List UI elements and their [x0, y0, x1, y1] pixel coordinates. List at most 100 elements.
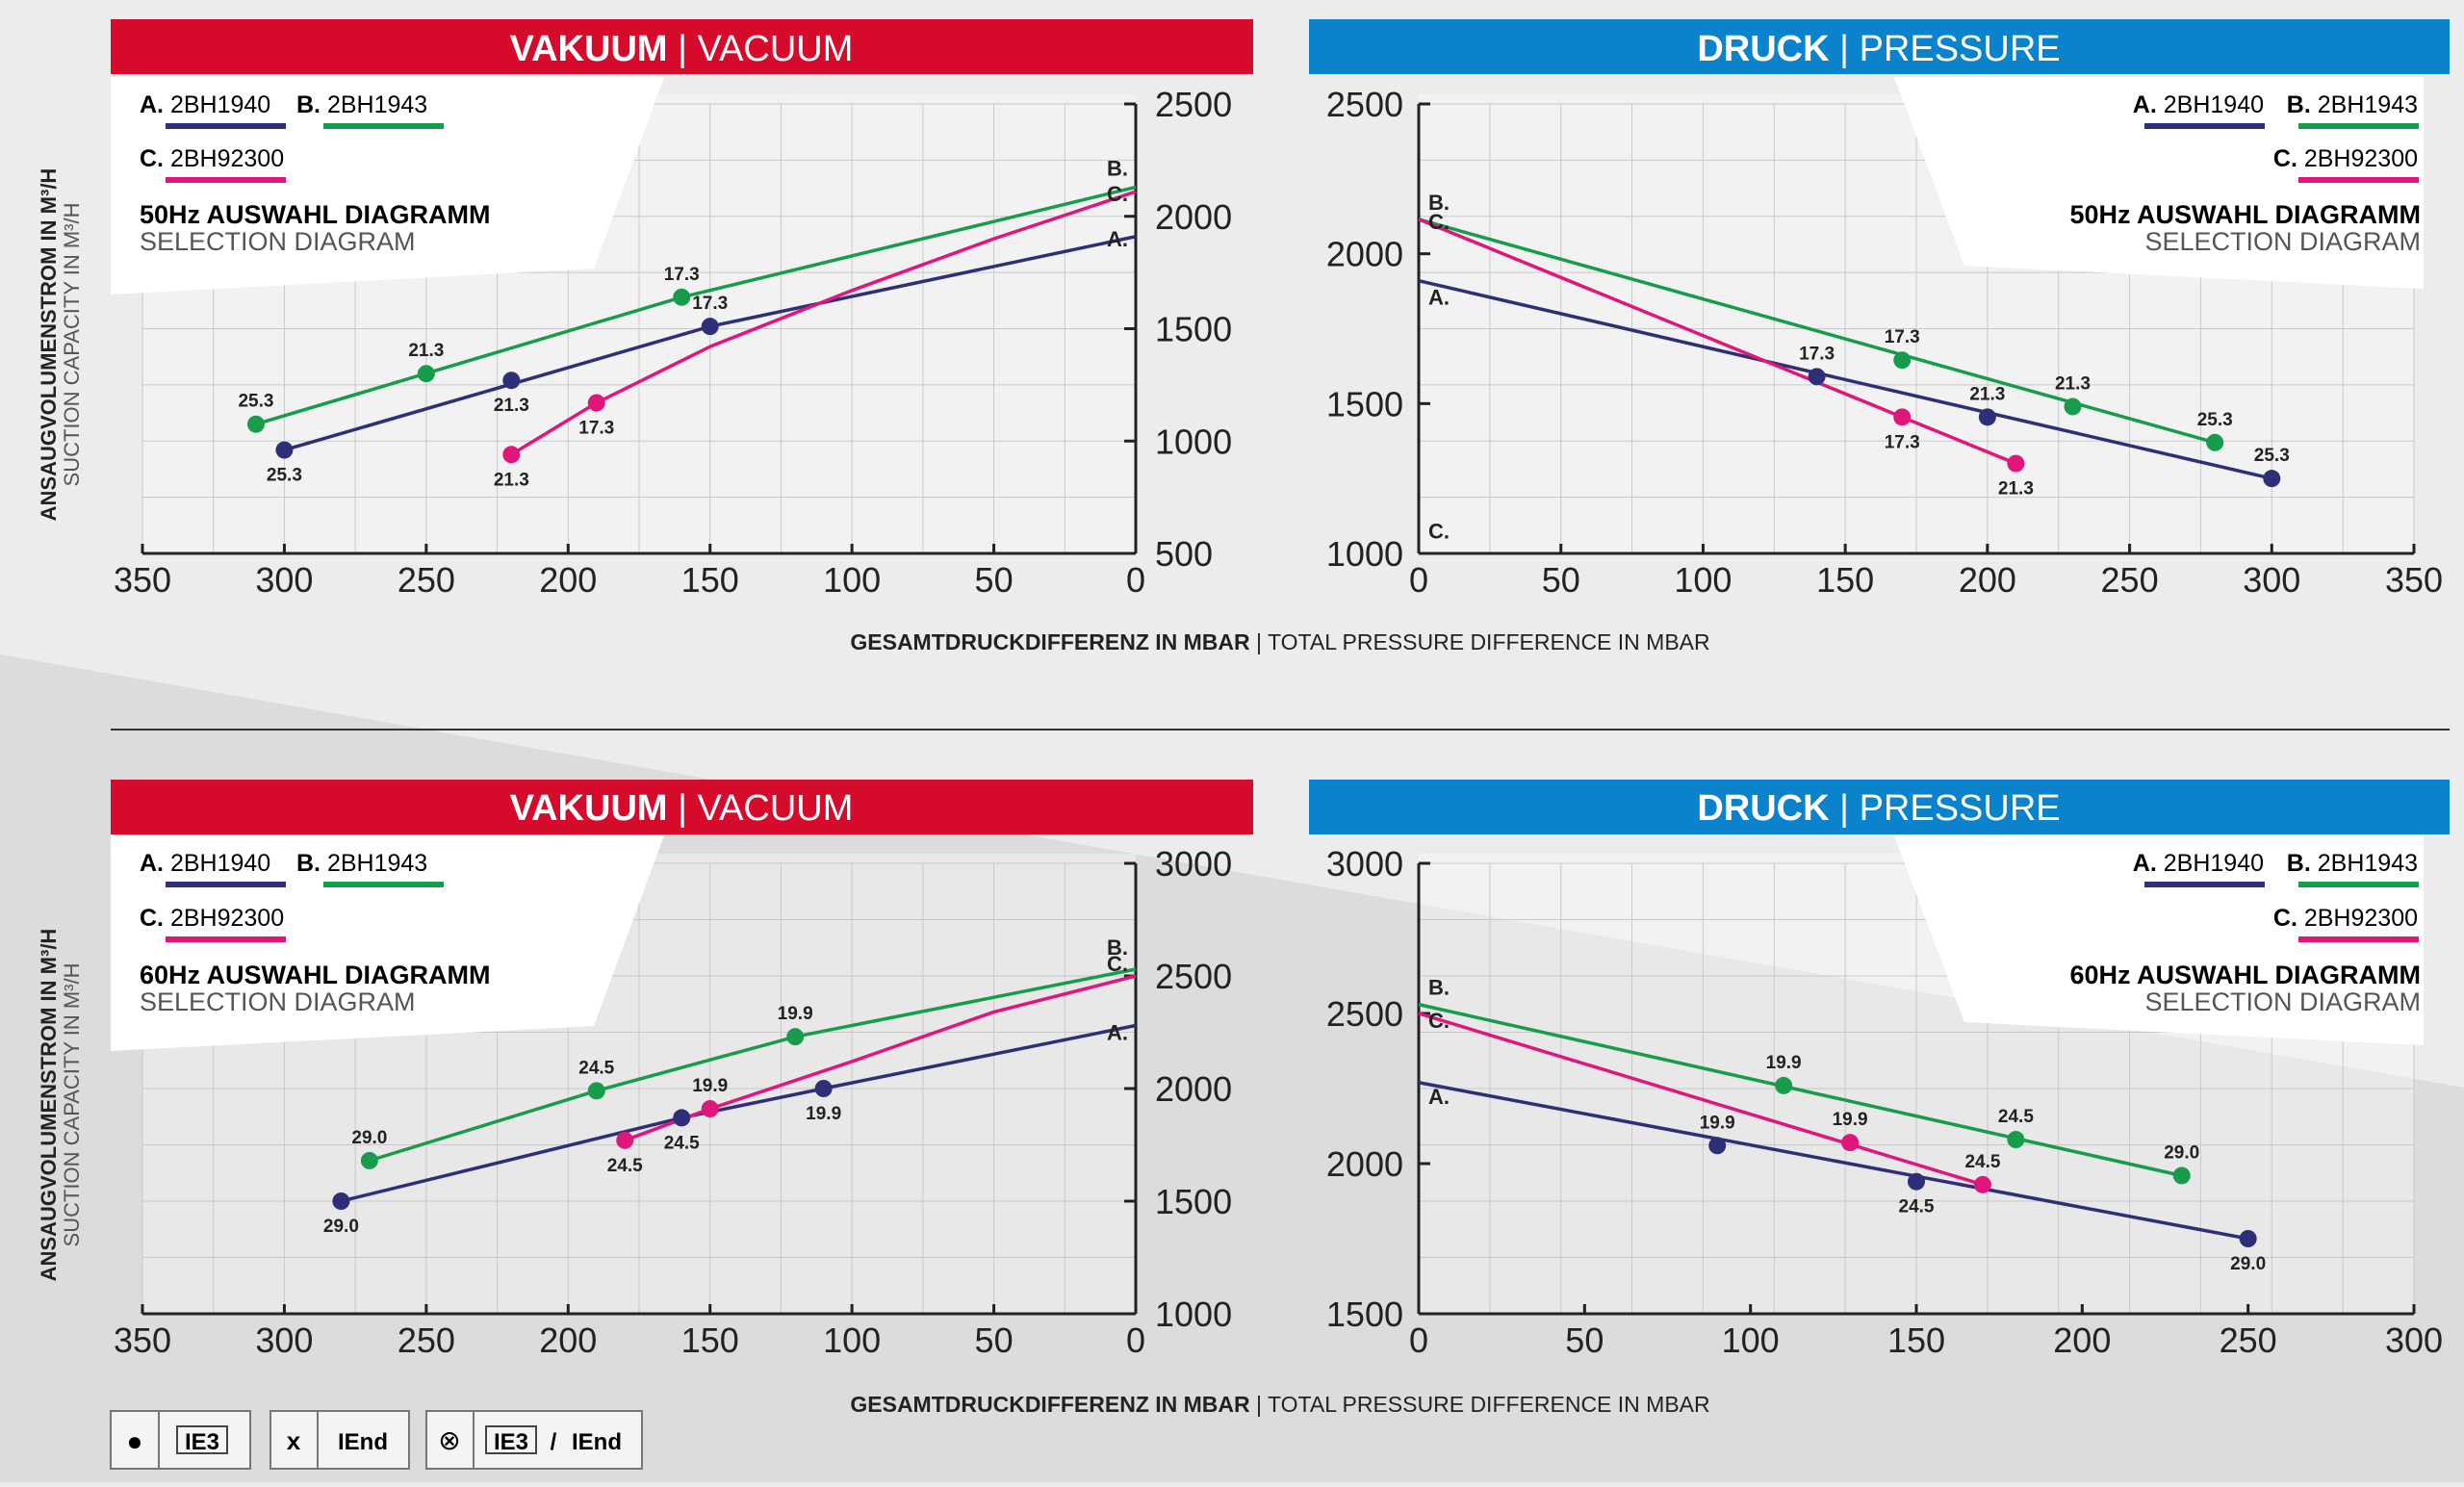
- x-axis-label-bottom: GESAMTDRUCKDIFFERENZ IN MBAR | TOTAL PRE…: [850, 1392, 1709, 1417]
- data-point-c: [1893, 408, 1912, 426]
- data-label: 19.9: [778, 1004, 813, 1024]
- legend-swatch-c: [2298, 936, 2419, 942]
- x-tick-label: 300: [255, 560, 313, 600]
- x-tick-label: 250: [398, 1320, 455, 1360]
- data-point-a: [673, 1109, 691, 1127]
- y-tick-label: 2000: [1155, 197, 1232, 237]
- x-tick-label: 200: [539, 1320, 597, 1360]
- legend-swatch-b: [323, 882, 444, 887]
- data-label: 19.9: [806, 1104, 841, 1124]
- data-point-a: [701, 318, 719, 336]
- series-line-a: [340, 1023, 1137, 1203]
- pressure-header-60: DRUCK | PRESSURE: [1697, 788, 2060, 829]
- data-point-c: [587, 394, 605, 412]
- svg-text:A. 2BH1940: A. 2BH1940: [140, 91, 270, 118]
- data-label: 29.0: [2164, 1142, 2199, 1163]
- data-label: 29.0: [351, 1128, 387, 1148]
- x-tick-label: 300: [2243, 560, 2300, 600]
- x-axis-label-top: GESAMTDRUCKDIFFERENZ IN MBAR | TOTAL PRE…: [850, 629, 1709, 654]
- data-label: 24.5: [578, 1058, 614, 1078]
- x-tick-label: 200: [2053, 1320, 2111, 1360]
- data-point-b: [587, 1082, 605, 1100]
- x-tick-label: 250: [2220, 1320, 2277, 1360]
- svg-text:C. 2BH92300: C. 2BH92300: [140, 905, 284, 932]
- x-tick-label: 100: [1722, 1320, 1780, 1360]
- diagram-subtitle: SELECTION DIAGRAM: [140, 227, 416, 256]
- data-point-b: [673, 288, 691, 306]
- x-tick-label: 200: [539, 560, 597, 600]
- ie3-iend-legend-box: [425, 1410, 643, 1470]
- data-point-b: [1893, 351, 1912, 370]
- data-point-a: [2263, 470, 2281, 488]
- series-line-c: [510, 190, 1137, 456]
- data-label: 17.3: [578, 419, 614, 439]
- diagram-subtitle: SELECTION DIAGRAM: [2144, 227, 2421, 256]
- diagram-title: 50Hz AUSWAHL DIAGRAMM: [2069, 200, 2421, 229]
- legend-box-vacuum-60: [111, 835, 664, 1051]
- y-tick-label: 1500: [1155, 310, 1232, 349]
- series-line-b: [1418, 218, 2216, 445]
- legend-pressure-50: A. 2BH1940 B. 2BH1943 C. 2BH92300 50Hz A…: [2069, 91, 2421, 256]
- vacuum-header-bar-60: [111, 780, 1253, 834]
- data-label: 25.3: [238, 392, 273, 412]
- x-tick-label: 0: [1409, 560, 1428, 600]
- data-label: 21.3: [1969, 384, 2005, 404]
- curve-end-label-a: A.: [1428, 286, 1450, 310]
- data-label: 29.0: [323, 1217, 359, 1237]
- y-tick-label: 2000: [1155, 1069, 1232, 1109]
- legend-box-vacuum-50: [111, 77, 664, 295]
- data-label: 19.9: [692, 1076, 728, 1096]
- ie3-iend-symbol: ⊗: [438, 1425, 460, 1455]
- ie3-iend-separator: /: [551, 1429, 557, 1455]
- x-tick-label: 300: [2385, 1320, 2443, 1360]
- chart-pressure-60hz: 0 50 100 150 200 250 300 1500 2000 2500 3000 19.9 24…: [1326, 844, 2443, 1360]
- svg-text:ANSAUGVOLUMENSTROM IN M³/H: ANSAUGVOLUMENSTROM IN M³/H: [37, 929, 61, 1282]
- series-line-b: [1418, 1002, 2183, 1178]
- x-tick-label: 50: [1565, 1320, 1604, 1360]
- data-point-a: [332, 1192, 350, 1210]
- data-label: 19.9: [1766, 1053, 1802, 1073]
- y-tick-label: 1000: [1155, 1295, 1232, 1334]
- data-label: 21.3: [408, 341, 444, 361]
- x-tick-label: 100: [823, 1320, 881, 1360]
- x-tick-label: 0: [1409, 1320, 1428, 1360]
- x-tick-label: 150: [1816, 560, 1874, 600]
- chart-vacuum-60hz: 350 300 250 200 150 100 50 01000150020002500300…: [114, 844, 1232, 1360]
- curve-end-label-a: A.: [1107, 1020, 1128, 1044]
- svg-text:A. 2BH1940: A. 2BH1940: [2133, 850, 2264, 877]
- data-label: 25.3: [267, 466, 302, 486]
- data-point-b: [360, 1151, 378, 1169]
- data-label: 25.3: [2197, 410, 2233, 430]
- data-label: 17.3: [1799, 344, 1835, 364]
- data-point-b: [1775, 1076, 1793, 1094]
- data-label: 17.3: [664, 265, 700, 285]
- legend-swatch-c: [2298, 177, 2419, 183]
- pressure-header-50: DRUCK | PRESSURE: [1697, 29, 2060, 69]
- data-point-a: [275, 441, 294, 459]
- x-tick-label: 350: [2385, 560, 2443, 600]
- svg-text:B. 2BH1943: B. 2BH1943: [2287, 91, 2418, 118]
- svg-text:ANSAUGVOLUMENSTROM IN M³/H: ANSAUGVOLUMENSTROM IN M³/H: [37, 168, 61, 522]
- data-label: 21.3: [494, 470, 529, 490]
- x-tick-label: 200: [1959, 560, 2016, 600]
- data-point-c: [1841, 1134, 1860, 1152]
- y-tick-label: 2000: [1326, 1144, 1403, 1184]
- x-tick-label: 300: [255, 1320, 313, 1360]
- data-label: 17.3: [692, 294, 728, 314]
- data-point-c: [2007, 454, 2025, 473]
- y-tick-label: 1000: [1155, 422, 1232, 461]
- data-point-b: [2064, 397, 2082, 416]
- x-tick-label: 250: [398, 560, 455, 600]
- data-point-a: [1708, 1137, 1727, 1155]
- legend-box-pressure-50: [1894, 77, 2424, 289]
- pressure-header-bar-50: [1309, 19, 2450, 74]
- y-tick-label: 3000: [1155, 844, 1232, 884]
- curve-end-label-extra: C.: [1428, 520, 1450, 544]
- data-point-c: [701, 1100, 719, 1118]
- data-point-a: [502, 372, 521, 390]
- legend-swatch-a: [2144, 882, 2265, 887]
- data-label: 29.0: [2230, 1254, 2266, 1274]
- curve-end-label-a: A.: [1107, 227, 1128, 251]
- data-label: 17.3: [1885, 327, 1920, 347]
